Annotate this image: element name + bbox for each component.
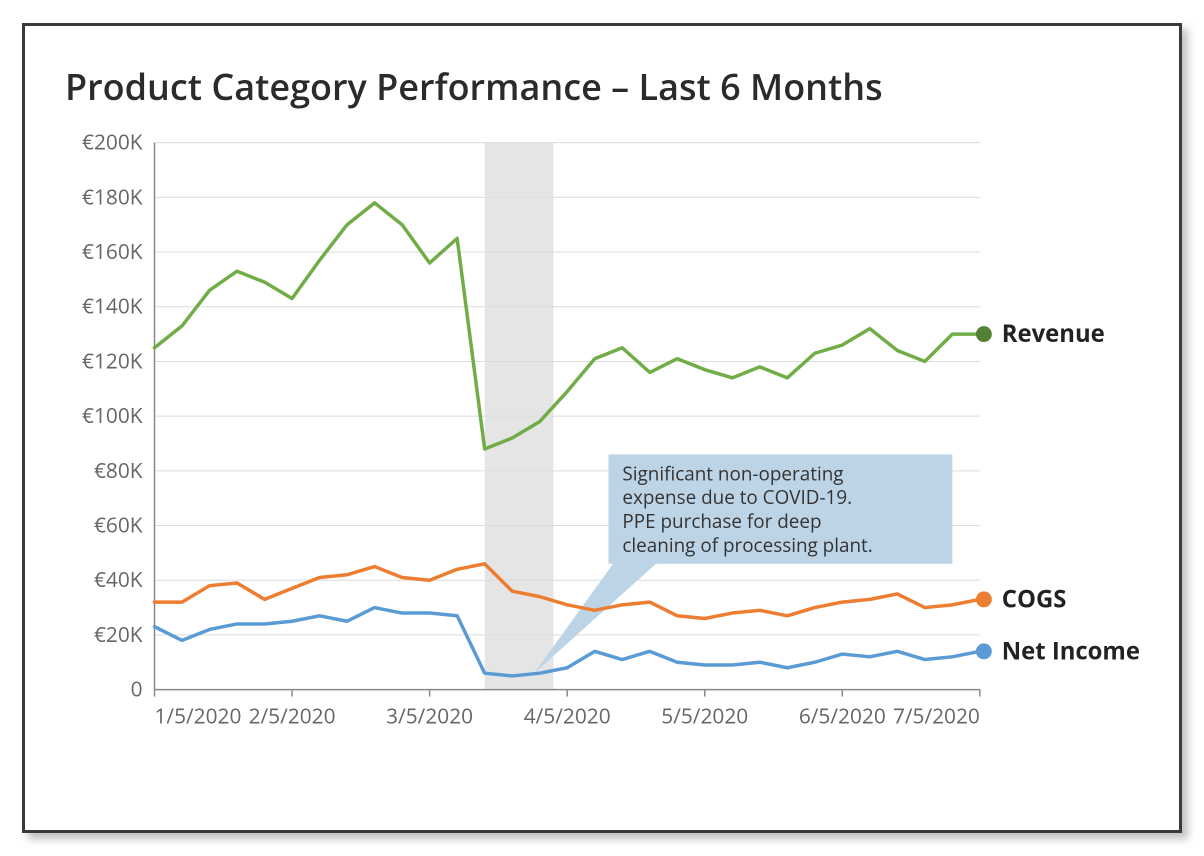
- x-tick-label: 1/5/2020: [155, 702, 242, 730]
- x-tick-label: 5/5/2020: [661, 702, 748, 730]
- callout-text-line: cleaning of processing plant.: [622, 532, 872, 558]
- legend-label-revenue: Revenue: [1002, 316, 1105, 349]
- chart-card: Product Category Performance – Last 6 Mo…: [22, 23, 1182, 833]
- legend-label-net-income: Net Income: [1002, 633, 1139, 666]
- legend-label-cogs: COGS: [1002, 581, 1067, 614]
- y-tick-label: €120K: [82, 347, 143, 375]
- y-tick-label: 0: [131, 676, 143, 704]
- legend-dot-net-income: [976, 643, 992, 659]
- y-tick-label: €100K: [82, 402, 143, 430]
- callout-text-line: expense due to COVID-19.: [622, 484, 852, 510]
- plot-group: 0 €20K €40K €60K €80K €100K €120K €140K €160K €18…: [82, 131, 1139, 730]
- y-tick-label: €160K: [82, 238, 143, 266]
- x-tick-label: 4/5/2020: [524, 702, 611, 730]
- y-tick-label: €200K: [82, 131, 143, 157]
- line-chart-svg: 0 €20K €40K €60K €80K €100K €120K €140K €160K €18…: [65, 131, 1139, 751]
- legend-dot-revenue: [976, 326, 992, 342]
- y-tick-label: €140K: [82, 293, 143, 321]
- y-tick-label: €40K: [94, 566, 143, 594]
- x-tick-label: 7/5/2020: [893, 702, 980, 730]
- y-tick-label: €60K: [94, 511, 143, 539]
- series-line-revenue: [155, 203, 980, 449]
- x-tick-label: 3/5/2020: [386, 702, 473, 730]
- x-tick-label: 6/5/2020: [799, 702, 886, 730]
- chart-title: Product Category Performance – Last 6 Mo…: [65, 62, 1139, 111]
- y-tick-label: €20K: [94, 621, 143, 649]
- series-line-cogs: [155, 564, 980, 619]
- legend-dot-cogs: [976, 591, 992, 607]
- y-tick-label: €80K: [94, 457, 143, 485]
- y-tick-label: €180K: [82, 183, 143, 211]
- chart-area: 0 €20K €40K €60K €80K €100K €120K €140K €160K €18…: [65, 131, 1139, 751]
- callout-text-line: PPE purchase for deep: [622, 508, 821, 534]
- x-tick-label: 2/5/2020: [249, 702, 336, 730]
- callout-text-line: Significant non-operating: [622, 460, 843, 486]
